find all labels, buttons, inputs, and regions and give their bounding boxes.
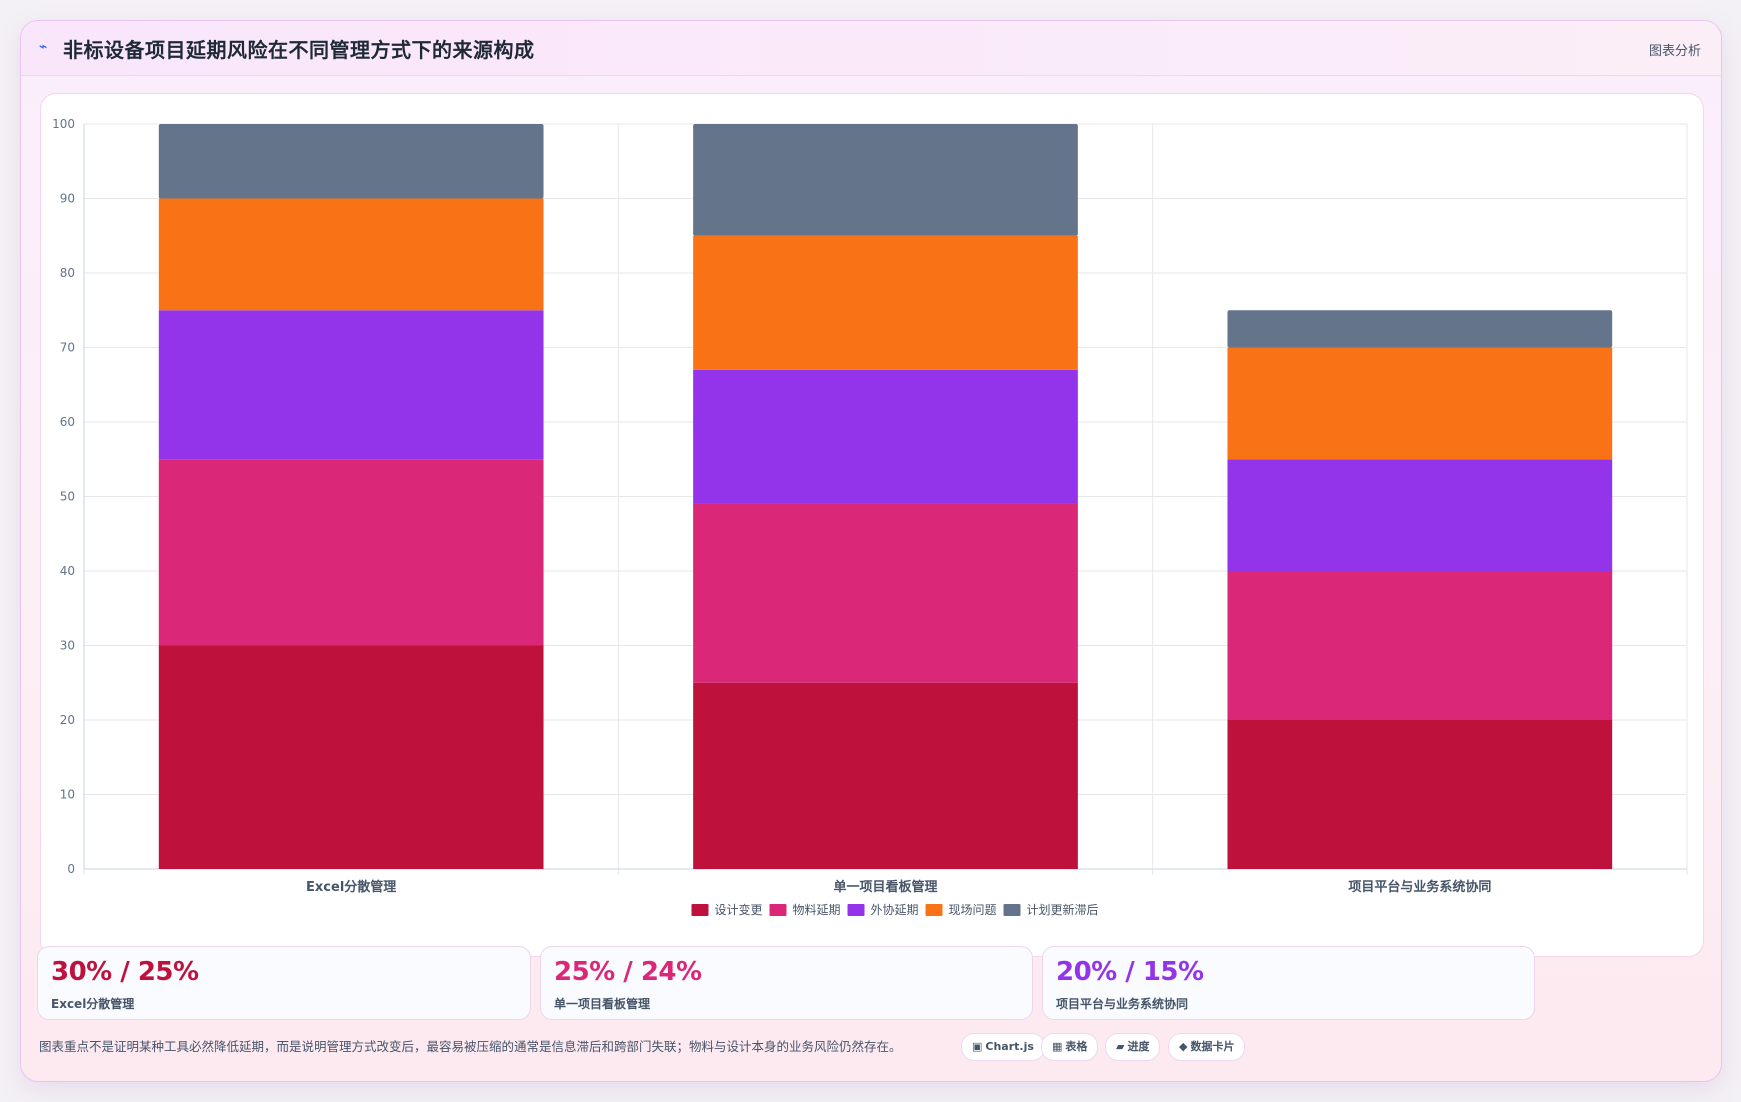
stat-value: 20% / 15% <box>1056 957 1204 987</box>
stat-value: 25% / 24% <box>554 957 702 987</box>
legend-swatch <box>847 904 865 916</box>
legend-label: 物料延期 <box>793 903 841 917</box>
y-tick-label: 30 <box>60 639 75 653</box>
legend-label: 计划更新滞后 <box>1027 902 1099 917</box>
bar-segment <box>1227 720 1613 869</box>
footnote: 图表重点不是证明某种工具必然降低延期，而是说明管理方式改变后，最容易被压缩的通常… <box>39 1039 902 1054</box>
legend-swatch <box>691 904 709 916</box>
bar-segment <box>693 503 1078 683</box>
chart-analysis-tag[interactable]: 图表分析 <box>1648 44 1701 59</box>
x-tick-label: 项目平台与业务系统协同 <box>1348 879 1491 895</box>
chip-label: 表格 <box>1065 1040 1088 1053</box>
header: ⌁ 非标设备项目延期风险在不同管理方式下的来源构成 图表分析 <box>21 21 1721 76</box>
chip-label: 数据卡片 <box>1190 1040 1235 1053</box>
chart-card: 0 10 20 30 40 50 60 70 80 90 100 Excel分散管理 单一项目看板管理 项… <box>40 93 1704 957</box>
progress-icon: ▰ <box>1116 1040 1125 1053</box>
bar-segment <box>158 459 544 646</box>
legend-swatch <box>769 904 787 916</box>
stat-card-board: 25% / 24% 单一项目看板管理 <box>540 946 1033 1020</box>
y-tick-label: 10 <box>60 788 75 802</box>
y-tick-label: 60 <box>60 415 75 429</box>
legend-swatch <box>1003 904 1021 916</box>
bar-segment <box>158 645 544 869</box>
stat-card-excel: 30% / 25% Excel分散管理 <box>37 946 531 1020</box>
diamond-icon: ◆ <box>1179 1040 1188 1053</box>
bar-segment <box>1227 347 1613 460</box>
app-window: ⌁ 非标设备项目延期风险在不同管理方式下的来源构成 图表分析 0 10 20 30 40… <box>20 20 1722 1082</box>
bar-segment <box>1227 459 1613 571</box>
legend-label: 设计变更 <box>715 902 763 917</box>
stat-card-platform: 20% / 15% 项目平台与业务系统协同 <box>1042 946 1535 1020</box>
bar-segment <box>158 124 544 199</box>
stat-label: 单一项目看板管理 <box>554 997 651 1011</box>
stacked-bar-chart: 0 10 20 30 40 50 60 70 80 90 100 Excel分散管理 单一项目看板管理 项… <box>52 117 1688 917</box>
chip-progress[interactable]: ▰ 进度 <box>1105 1033 1161 1061</box>
x-tick-label: Excel分散管理 <box>306 879 396 895</box>
stat-label: Excel分散管理 <box>51 997 135 1011</box>
chip-label: 进度 <box>1127 1040 1150 1053</box>
table-icon: ▦ <box>1052 1040 1063 1053</box>
bar-segment <box>693 369 1078 504</box>
y-tick-label: 40 <box>60 564 75 578</box>
bar-segment <box>1227 571 1613 720</box>
y-tick-label: 100 <box>52 117 75 131</box>
stat-label: 项目平台与业务系统协同 <box>1056 997 1189 1011</box>
bar-segment <box>693 682 1078 869</box>
y-tick-label: 70 <box>60 341 75 355</box>
chip-label: Chart.js <box>985 1040 1034 1053</box>
bar-segment <box>693 124 1078 236</box>
chip-data-cards[interactable]: ◆ 数据卡片 <box>1168 1033 1246 1061</box>
stat-value: 30% / 25% <box>51 957 199 987</box>
lightning-icon: ⌁ <box>39 39 48 55</box>
bar-segment <box>1227 310 1613 348</box>
y-tick-label: 90 <box>60 192 75 206</box>
bar-segment <box>158 198 544 311</box>
chip-chartjs[interactable]: ▣ Chart.js <box>961 1033 1045 1061</box>
y-tick-label: 0 <box>67 862 75 876</box>
legend-swatch <box>925 904 943 916</box>
y-tick-label: 20 <box>60 713 75 727</box>
legend-label: 外协延期 <box>871 902 919 917</box>
chart-icon: ▣ <box>972 1040 983 1053</box>
legend-label: 现场问题 <box>949 903 997 917</box>
page-title: 非标设备项目延期风险在不同管理方式下的来源构成 <box>63 38 535 62</box>
bar-segment <box>158 310 544 460</box>
y-tick-label: 80 <box>60 266 75 280</box>
bar-segment <box>693 235 1078 370</box>
y-tick-label: 50 <box>60 490 75 504</box>
x-tick-label: 单一项目看板管理 <box>833 879 937 895</box>
chip-table[interactable]: ▦ 表格 <box>1041 1033 1099 1061</box>
